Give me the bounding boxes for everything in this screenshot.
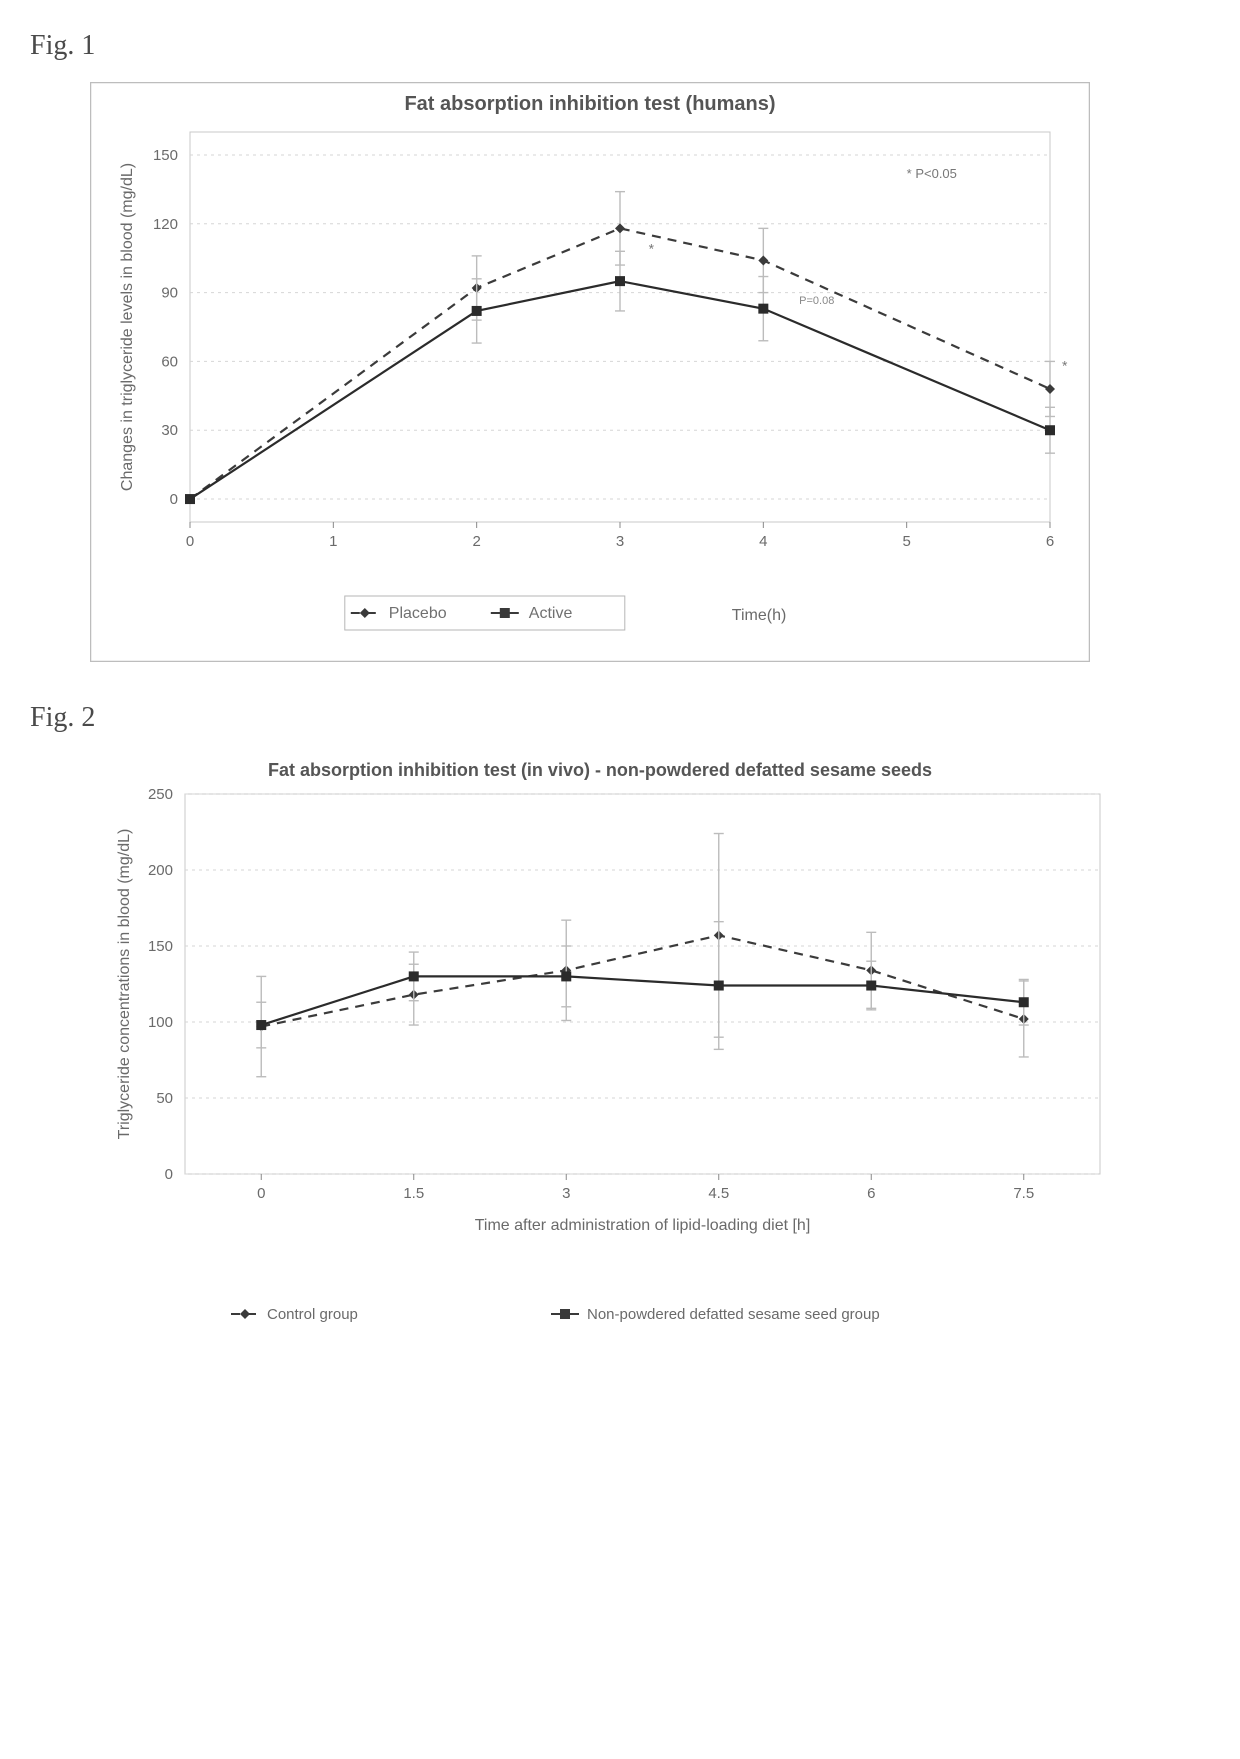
svg-text:Active: Active (529, 605, 573, 622)
svg-text:150: 150 (148, 938, 173, 955)
svg-text:Time(h): Time(h) (732, 607, 787, 624)
svg-text:90: 90 (161, 285, 178, 302)
figure-2-chart: Fat absorption inhibition test (in vivo)… (90, 754, 1210, 1344)
svg-text:P=0.08: P=0.08 (799, 295, 834, 307)
svg-text:120: 120 (153, 216, 178, 233)
svg-text:4.5: 4.5 (708, 1185, 729, 1202)
svg-text:2: 2 (472, 533, 480, 550)
svg-text:Placebo: Placebo (389, 605, 447, 622)
svg-text:6: 6 (1046, 533, 1054, 550)
svg-text:0: 0 (170, 491, 178, 508)
figure-1-label: Fig. 1 (30, 30, 1210, 62)
svg-text:150: 150 (153, 147, 178, 164)
svg-text:0: 0 (257, 1185, 265, 1202)
svg-text:6: 6 (867, 1185, 875, 1202)
svg-text:60: 60 (161, 353, 178, 370)
svg-text:7.5: 7.5 (1013, 1185, 1034, 1202)
svg-text:Control group: Control group (267, 1306, 358, 1323)
svg-text:5: 5 (902, 533, 910, 550)
svg-text:0: 0 (165, 1166, 173, 1183)
svg-text:100: 100 (148, 1014, 173, 1031)
figure-1-chart: Fat absorption inhibition test (humans) 0… (90, 82, 1210, 662)
svg-text:*: * (649, 241, 655, 257)
svg-text:1: 1 (329, 533, 337, 550)
svg-text:3: 3 (616, 533, 624, 550)
svg-text:3: 3 (562, 1185, 570, 1202)
svg-text:0: 0 (186, 533, 194, 550)
svg-text:Fat absorption inhibition test: Fat absorption inhibition test (in vivo)… (268, 760, 932, 780)
svg-text:Triglyceride concentrations in: Triglyceride concentrations in blood (mg… (116, 829, 133, 1140)
svg-text:*: * (1062, 358, 1068, 374)
svg-text:50: 50 (156, 1090, 173, 1107)
svg-text:Changes in triglyceride levels: Changes in triglyceride levels in blood … (119, 163, 136, 491)
svg-text:Non-powdered defatted sesame s: Non-powdered defatted sesame seed group (587, 1306, 880, 1323)
svg-text:4: 4 (759, 533, 767, 550)
svg-text:200: 200 (148, 862, 173, 879)
svg-text:Fat absorption inhibition test: Fat absorption inhibition test (humans) (404, 93, 775, 115)
svg-text:* P<0.05: * P<0.05 (907, 166, 957, 181)
svg-text:250: 250 (148, 786, 173, 803)
figure-2-label: Fig. 2 (30, 702, 1210, 734)
svg-text:Time after administration of l: Time after administration of lipid-loadi… (475, 1217, 811, 1234)
svg-text:30: 30 (161, 422, 178, 439)
svg-text:1.5: 1.5 (403, 1185, 424, 1202)
